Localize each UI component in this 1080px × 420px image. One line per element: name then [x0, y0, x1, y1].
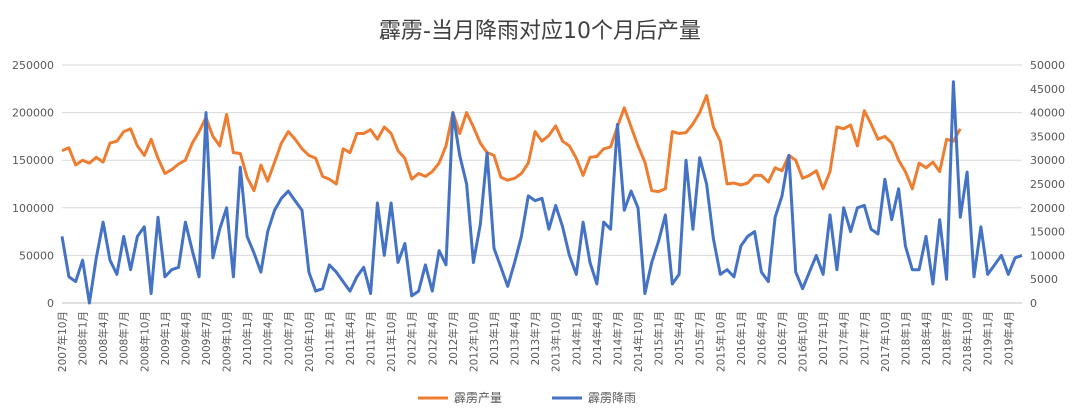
x-tick-label: 2008年1月 [77, 311, 90, 365]
x-tick-label: 2010年4月 [262, 311, 275, 365]
x-tick-label: 2019年4月 [1002, 311, 1015, 365]
x-tick-label: 2014年4月 [591, 311, 604, 365]
x-tick-label: 2018年7月 [941, 311, 954, 365]
x-tick-label: 2008年10月 [138, 311, 151, 372]
x-tick-label: 2017年10月 [879, 311, 892, 372]
right-tick-label: 50000 [1030, 59, 1065, 72]
x-tick-label: 2018年4月 [920, 311, 933, 365]
left-tick-label: 50000 [19, 249, 54, 262]
legend: 霹雳产量 霹雳降雨 [418, 391, 636, 405]
right-tick-label: 10000 [1030, 249, 1065, 262]
x-tick-label: 2009年7月 [200, 311, 213, 365]
x-tick-label: 2015年4月 [673, 311, 686, 365]
x-tick-label: 2012年10月 [467, 311, 480, 372]
x-tick-label: 2016年1月 [735, 311, 748, 365]
left-tick-label: 0 [47, 297, 54, 310]
x-tick-label: 2010年10月 [303, 311, 316, 372]
x-tick-label: 2009年1月 [159, 311, 172, 365]
x-tick-label: 2012年4月 [426, 311, 439, 365]
x-tick-label: 2013年10月 [550, 311, 563, 372]
x-tick-label: 2019年1月 [982, 311, 995, 365]
x-tick-label: 2011年4月 [344, 311, 357, 365]
x-tick-label: 2009年10月 [221, 311, 234, 372]
x-tick-label: 2013年4月 [509, 311, 522, 365]
right-tick-label: 30000 [1030, 154, 1065, 167]
x-tick-label: 2008年4月 [97, 311, 110, 365]
legend-label-rainfall: 霹雳降雨 [588, 391, 636, 405]
x-tick-label: 2012年7月 [447, 311, 460, 365]
x-tick-label: 2011年10月 [385, 311, 398, 372]
right-tick-label: 0 [1030, 297, 1037, 310]
x-tick-label: 2016年10月 [797, 311, 810, 372]
x-tick-label: 2011年7月 [365, 311, 378, 365]
right-tick-label: 45000 [1030, 83, 1065, 96]
x-tick-label: 2015年10月 [714, 311, 727, 372]
x-tick-label: 2014年10月 [632, 311, 645, 372]
chart-title: 霹雳-当月降雨对应10个月后产量 [379, 19, 701, 44]
x-tick-label: 2017年7月 [858, 311, 871, 365]
series-line-production [61, 94, 962, 194]
x-tick-label: 2014年1月 [570, 311, 583, 365]
x-tick-label: 2013年7月 [529, 311, 542, 365]
left-axis-ticks: 0 50000 100000 150000 200000 250000 [12, 59, 54, 310]
legend-label-production: 霹雳产量 [454, 391, 502, 405]
x-tick-label: 2008年7月 [118, 311, 131, 365]
x-tick-label: 2014年7月 [611, 311, 624, 365]
left-tick-label: 150000 [12, 154, 54, 167]
x-tick-label: 2013年1月 [488, 311, 501, 365]
x-tick-label: 2015年1月 [653, 311, 666, 365]
right-tick-label: 25000 [1030, 178, 1065, 191]
x-tick-label: 2009年4月 [179, 311, 192, 365]
series-line-rainfall [60, 80, 1023, 305]
x-tick-label: 2016年7月 [776, 311, 789, 365]
x-tick-label: 2015年7月 [694, 311, 707, 365]
right-tick-label: 20000 [1030, 202, 1065, 215]
right-tick-label: 15000 [1030, 226, 1065, 239]
x-tick-label: 2017年1月 [817, 311, 830, 365]
left-tick-label: 200000 [12, 107, 54, 120]
left-tick-label: 100000 [12, 202, 54, 215]
x-tick-label: 2012年1月 [406, 311, 419, 365]
right-tick-label: 5000 [1030, 273, 1058, 286]
series-layer [60, 80, 1023, 305]
x-tick-label: 2011年1月 [323, 311, 336, 365]
x-tick-label: 2007年10月 [56, 311, 69, 372]
x-tick-label: 2018年1月 [899, 311, 912, 365]
right-axis-ticks: 0 5000 10000 15000 20000 25000 30000 35000 40000… [1030, 59, 1065, 310]
left-tick-label: 250000 [12, 59, 54, 72]
gridlines [62, 64, 1022, 304]
x-tick-label: 2017年4月 [838, 311, 851, 365]
right-tick-label: 40000 [1030, 107, 1065, 120]
x-tick-label: 2010年1月 [241, 311, 254, 365]
x-tick-label: 2018年10月 [961, 311, 974, 372]
right-tick-label: 35000 [1030, 130, 1065, 143]
x-axis-ticks: 2007年10月 2008年1月 2008年4月 2008年7月 2008年10月 200… [56, 311, 1015, 372]
x-tick-label: 2010年7月 [282, 311, 295, 365]
x-tick-label: 2016年4月 [755, 311, 768, 365]
